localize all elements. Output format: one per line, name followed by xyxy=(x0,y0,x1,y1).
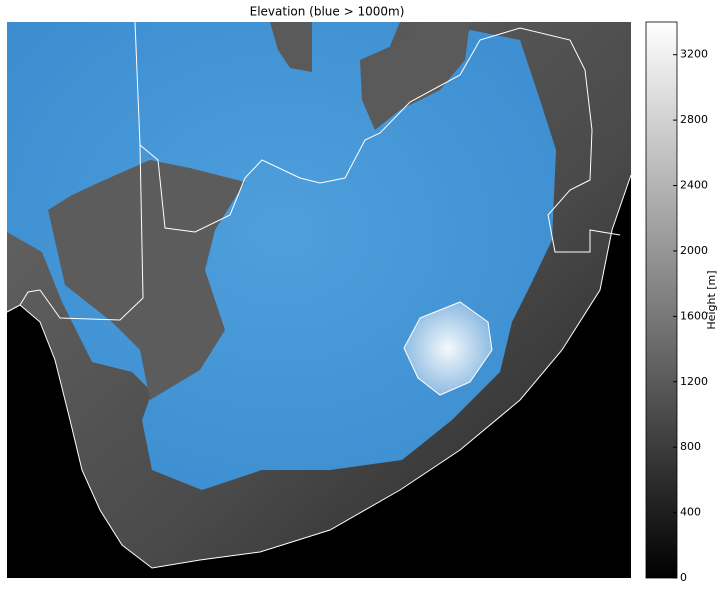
highlands xyxy=(404,302,492,395)
colorbar-tick-label: 2800 xyxy=(680,113,708,126)
colorbar-label: Height [m] xyxy=(705,270,718,329)
colorbar-tick-label: 800 xyxy=(680,440,701,453)
kalahari xyxy=(48,160,245,400)
colorbar-tick-label: 1200 xyxy=(680,375,708,388)
colorbar-tick-label: 2000 xyxy=(680,244,708,257)
colorbar-tick-label: 3200 xyxy=(680,48,708,61)
colorbar-tick-label: 400 xyxy=(680,506,701,519)
border xyxy=(134,21,621,253)
lowland xyxy=(270,22,470,130)
colorbar-tick-label: 0 xyxy=(680,571,687,584)
colorbar xyxy=(645,21,678,579)
colorbar-tick-label: 1600 xyxy=(680,309,708,322)
coastline xyxy=(6,174,632,569)
chart-title: Elevation (blue > 1000m) xyxy=(250,5,405,19)
map xyxy=(6,21,632,578)
colorbar-tick-label: 2400 xyxy=(680,179,708,192)
border xyxy=(403,301,493,396)
border xyxy=(19,144,144,321)
